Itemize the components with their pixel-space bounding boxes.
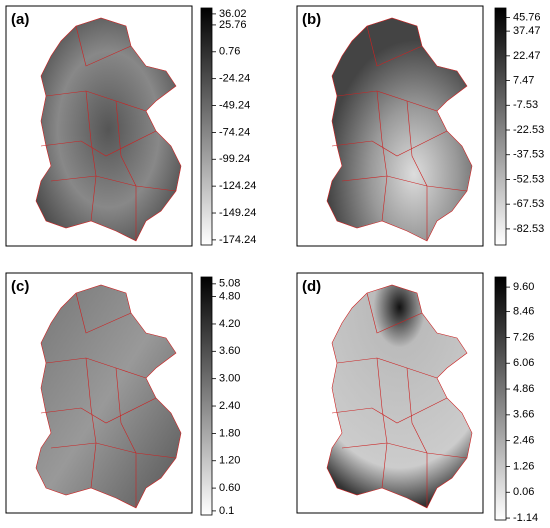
colorbar-tick-label: 7.47 <box>513 74 534 86</box>
colorbar-tick-label: 9.60 <box>513 281 534 293</box>
colorbar-tick-label: -149.24 <box>219 207 256 219</box>
colorbar-tick-label: 1.80 <box>219 427 240 439</box>
colorbar-tick-label: -174.24 <box>219 234 256 246</box>
colorbar <box>494 276 507 521</box>
colorbar-tick-label: 3.60 <box>219 345 240 357</box>
colorbar-tick-label: 25.76 <box>219 19 247 31</box>
colorbar-tick-label: 22.47 <box>513 50 541 62</box>
colorbar-tick-label: -7.53 <box>513 99 538 111</box>
colorbar <box>494 7 507 246</box>
colorbar-tick-label: 4.86 <box>513 383 534 395</box>
colorbar-tick-label: 2.40 <box>219 400 240 412</box>
colorbar-tick-label: 0.60 <box>219 482 240 494</box>
colorbar <box>200 276 213 516</box>
colorbar-tick-label: -74.24 <box>219 126 250 138</box>
colorbar-tick-label: 0.76 <box>219 46 240 58</box>
colorbar-tick-label: 5.08 <box>219 278 240 290</box>
colorbar-tick-label: 37.47 <box>513 25 541 37</box>
colorbar-tick-label: 0.06 <box>513 486 534 498</box>
colorbar-tick-label: -99.24 <box>219 153 250 165</box>
colorbar-tick-label: -52.53 <box>513 173 544 185</box>
panel: (d) 9.60 8.46 7.26 6.06 4.86 3.66 2.46 1.26 0.06 -… <box>296 272 538 524</box>
colorbar-tick-label: -82.53 <box>513 223 544 235</box>
colorbar <box>200 7 213 246</box>
panel-label: (a) <box>11 11 29 28</box>
colorbar-tick-label: 4.20 <box>219 318 240 330</box>
colorbar-tick-label: -124.24 <box>219 180 256 192</box>
colorbar-tick-label: 4.80 <box>219 291 240 303</box>
colorbar-tick-label: 6.06 <box>513 357 534 369</box>
colorbar-tick-label: 1.20 <box>219 455 240 467</box>
colorbar-tick-label: 1.26 <box>513 460 534 472</box>
colorbar-tick-label: 3.66 <box>513 409 534 421</box>
colorbar-tick-label: 2.46 <box>513 435 534 447</box>
colorbar-tick-label: -49.24 <box>219 99 250 111</box>
colorbar-tick-label: -37.53 <box>513 149 544 161</box>
colorbar-tick-label: 7.26 <box>513 331 534 343</box>
panel: (c) 5.084.80 4.20 3.60 3.00 2.40 1.80 1.20 0.60 0… <box>5 272 240 517</box>
panel-label: (c) <box>11 278 29 295</box>
colorbar-tick-label: 3.00 <box>219 373 240 385</box>
colorbar-tick-label: -1.14 <box>513 512 538 523</box>
colorbar-tick-label: 45.76 <box>513 11 541 23</box>
panel: (b) 45.76 37.47 22.47 7.47 -7.53 -22.53 -37.53 -… <box>296 5 544 247</box>
colorbar-tick-label: -24.24 <box>219 73 250 85</box>
panel-label: (b) <box>302 11 321 28</box>
colorbar-tick-label: -22.53 <box>513 124 544 136</box>
panel-label: (d) <box>302 278 321 295</box>
colorbar-tick-label: 0.1 <box>219 505 234 517</box>
colorbar-tick-label: 36.02 <box>219 8 247 20</box>
colorbar-tick-label: 8.46 <box>513 306 534 318</box>
colorbar-tick-label: -67.53 <box>513 198 544 210</box>
